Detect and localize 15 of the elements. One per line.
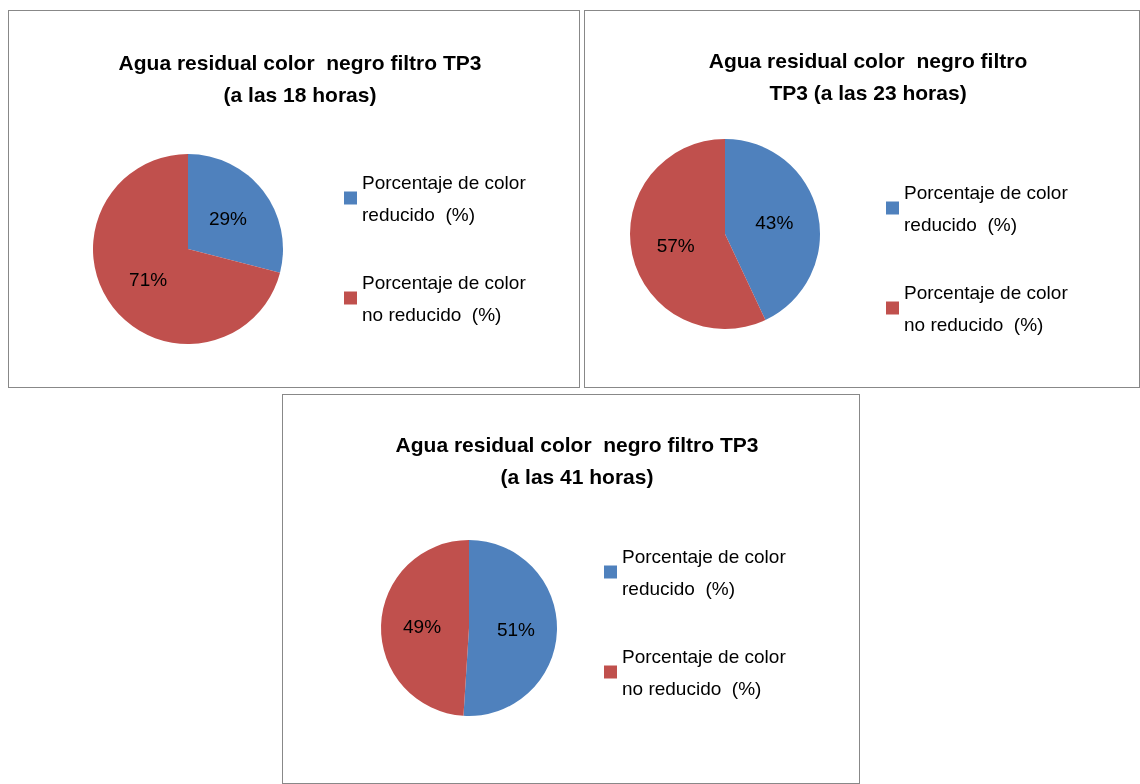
data-label: 43% [755, 212, 794, 234]
data-label: 49% [403, 616, 442, 638]
chart-title: Agua residual color negro filtro TP3 (a las 23 horas) [708, 48, 1028, 104]
data-label: 57% [656, 234, 695, 256]
legend-label: Porcentaje de color no reducido (%) [904, 281, 1073, 335]
legend-label: Porcentaje de color reducido (%) [362, 171, 531, 225]
legend-label: Porcentaje de color no reducido (%) [622, 645, 791, 699]
data-label: 29% [208, 207, 248, 229]
chart-title: Agua residual color negro filtro TP3 (a las 18 horas) [118, 50, 482, 106]
chart-title: Agua residual color negro filtro TP3 (a las 41 horas) [395, 432, 759, 488]
legend-label: Porcentaje de color no reducido (%) [362, 271, 531, 325]
legend-label: Porcentaje de color reducido (%) [904, 181, 1073, 235]
data-label: 51% [496, 618, 536, 640]
legend-label: Porcentaje de color reducido (%) [622, 545, 791, 599]
data-label: 71% [129, 269, 168, 291]
